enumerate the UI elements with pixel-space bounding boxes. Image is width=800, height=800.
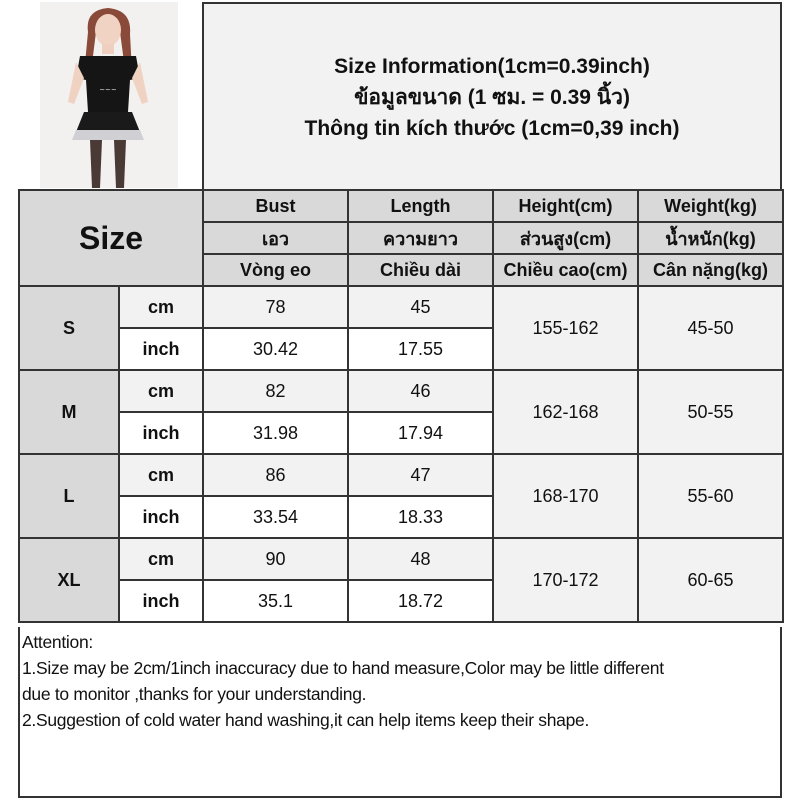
title-thai: ข้อมูลขนาด (1 ซม. = 0.39 นิ้ว) [354, 85, 630, 109]
weight-range: 55-60 [637, 453, 784, 539]
attention-note: Attention: 1.Size may be 2cm/1inch inacc… [18, 627, 782, 798]
unit-cm: cm [118, 453, 204, 497]
height-range: 162-168 [492, 369, 639, 455]
height-range: 155-162 [492, 285, 639, 371]
size-header: Size [18, 189, 204, 287]
weight-range: 50-55 [637, 369, 784, 455]
unit-cm: cm [118, 369, 204, 413]
table-row: inch 31.98 17.94 [19, 411, 783, 455]
length-cm: 47 [347, 453, 494, 497]
height-range: 170-172 [492, 537, 639, 623]
bust-cm: 78 [202, 285, 349, 329]
attention-heading: Attention: [22, 632, 93, 652]
size-label: M [18, 369, 120, 455]
unit-cm: cm [118, 285, 204, 329]
size-label: S [18, 285, 120, 371]
bust-inch: 30.42 [202, 327, 349, 371]
bust-inch: 33.54 [202, 495, 349, 539]
header-weight-vi: Cân nặng(kg) [637, 253, 784, 287]
unit-cm: cm [118, 537, 204, 581]
length-cm: 45 [347, 285, 494, 329]
header-weight-en: Weight(kg) [637, 189, 784, 223]
title-english: Size Information(1cm=0.39inch) [334, 54, 650, 78]
attention-line: due to monitor ,thanks for your understa… [22, 684, 367, 704]
header-bust-en: Bust [202, 189, 349, 223]
svg-text:~~~: ~~~ [99, 86, 117, 94]
bust-inch: 35.1 [202, 579, 349, 623]
length-cm: 48 [347, 537, 494, 581]
bust-cm: 82 [202, 369, 349, 413]
header-bust-th: เอว [202, 221, 349, 255]
header-height-vi: Chiều cao(cm) [492, 253, 639, 287]
table-row: inch 30.42 17.55 [19, 327, 783, 371]
height-range: 168-170 [492, 453, 639, 539]
size-table: Size Bust Length Height(cm) Weight(kg) เ… [18, 189, 784, 623]
size-info-title: Size Information(1cm=0.39inch) ข้อมูลขนา… [202, 2, 782, 190]
length-inch: 17.55 [347, 327, 494, 371]
unit-inch: inch [118, 495, 204, 539]
unit-inch: inch [118, 327, 204, 371]
weight-range: 45-50 [637, 285, 784, 371]
size-label: XL [18, 537, 120, 623]
bust-cm: 90 [202, 537, 349, 581]
size-label: L [18, 453, 120, 539]
table-row: XL cm 90 48 170-172 60-65 [18, 537, 784, 623]
unit-inch: inch [118, 579, 204, 623]
header-length-vi: Chiều dài [347, 253, 494, 287]
attention-line: 1.Size may be 2cm/1inch inaccuracy due t… [22, 658, 664, 678]
header-weight-th: น้ำหนัก(kg) [637, 221, 784, 255]
header-length-th: ความยาว [347, 221, 494, 255]
length-inch: 18.33 [347, 495, 494, 539]
unit-inch: inch [118, 411, 204, 455]
header-length-en: Length [347, 189, 494, 223]
weight-range: 60-65 [637, 537, 784, 623]
bust-cm: 86 [202, 453, 349, 497]
length-cm: 46 [347, 369, 494, 413]
header-bust-vi: Vòng eo [202, 253, 349, 287]
header-height-en: Height(cm) [492, 189, 639, 223]
title-vietnamese: Thông tin kích thước (1cm=0,39 inch) [304, 116, 680, 140]
table-row: inch 35.1 18.72 [19, 579, 783, 623]
table-row: inch 33.54 18.33 [19, 495, 783, 539]
length-inch: 17.94 [347, 411, 494, 455]
attention-line: 2.Suggestion of cold water hand washing,… [22, 710, 590, 730]
bust-inch: 31.98 [202, 411, 349, 455]
length-inch: 18.72 [347, 579, 494, 623]
product-photo: ~~~ [40, 2, 178, 188]
header-height-th: ส่วนสูง(cm) [492, 221, 639, 255]
